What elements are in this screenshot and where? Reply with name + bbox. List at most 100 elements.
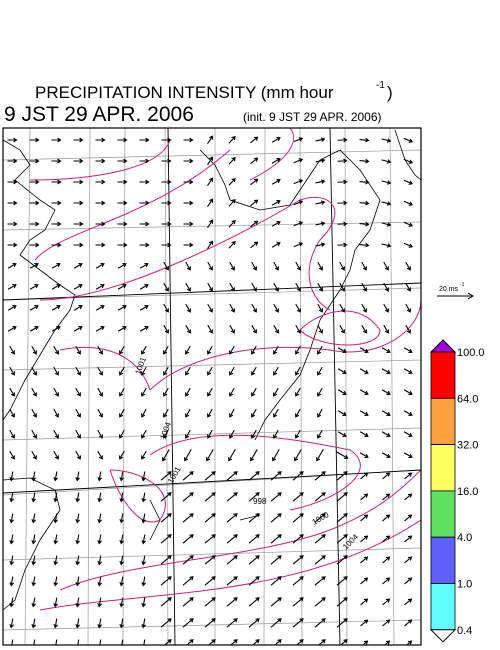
wind-arrow [382,598,391,606]
wind-arrow [51,242,62,248]
wind-arrow [405,261,411,271]
wind-arrow [228,219,236,228]
wind-scale-sup: -1 [460,282,465,288]
wind-arrow [270,555,282,565]
wind-arrow [226,597,238,607]
wind-arrow [337,158,348,164]
wind-arrow [382,472,391,480]
wind-arrow [315,137,326,142]
wind-arrow [207,198,214,208]
wind-arrow [229,429,235,439]
wind-arrow [361,282,367,292]
wind-arrow [75,471,80,482]
wind-arrow [251,261,257,271]
wind-arrow [337,347,347,353]
wind-arrow [293,137,304,143]
wind-arrow [160,492,172,502]
wind-arrow [251,387,257,397]
wind-arrow [117,284,127,290]
wind-arrow [204,555,216,565]
wind-arrow [381,389,391,395]
wind-arrow [117,326,127,332]
wind-arrow [337,389,347,395]
wind-arrow [360,535,369,543]
wind-arrow [75,387,81,397]
wind-arrow [97,534,102,545]
colorbar-segment [430,536,456,584]
wind-arrow [160,534,172,544]
wind-arrow [139,158,150,164]
wind-arrow [117,305,127,311]
colorbar-label: 4.0 [457,532,472,544]
wind-arrow [75,597,80,608]
wind-arrow [359,452,369,458]
wind-arrow [207,366,213,376]
wind-arrow [119,387,125,397]
wind-arrow [336,618,348,628]
wind-arrow [31,429,37,439]
wind-arrow [9,534,14,545]
wind-arrow [53,387,59,397]
wind-arrow [204,471,216,481]
wind-arrow [97,387,103,397]
wind-arrow [339,639,348,645]
wind-arrow [185,282,191,292]
wind-arrow [97,450,103,460]
wind-arrow [248,618,260,628]
wind-arrow [360,493,369,501]
wind-arrow [139,221,150,227]
wind-arrow [404,619,413,627]
wind-arrow [403,179,414,185]
colorbar-label: 32.0 [457,440,478,452]
wind-arrow [185,639,194,645]
wind-arrow [317,303,323,313]
wind-arrow [185,366,191,376]
wind-arrow [336,597,348,607]
wind-arrow [139,284,149,290]
wind-arrow [9,492,14,503]
wind-arrow [97,492,102,503]
title-end: ) [387,83,393,102]
wind-arrow [381,201,392,206]
wind-arrow [29,263,39,269]
wind-arrow [182,492,194,502]
wind-arrow [317,639,326,645]
wind-arrow [314,513,326,523]
wind-arrow [229,639,238,645]
colorbar-segment [430,351,456,399]
wind-arrow [271,242,281,248]
wind-arrow [183,137,194,143]
wind-arrow [7,242,18,248]
wind-arrow [226,513,238,523]
wind-arrow [139,179,150,185]
wind-arrow [119,408,125,418]
wind-arrow [141,429,147,439]
wind-arrow [51,263,61,269]
wind-arrow [119,534,124,545]
wind-arrow [317,366,323,376]
wind-arrow [183,242,194,248]
wind-arrow [53,492,58,503]
wind-arrow [185,387,191,397]
wind-arrow [32,639,36,645]
colorbar-label: 16.0 [457,486,478,498]
wind-arrow [403,452,413,458]
wind-arrow [7,326,17,332]
wind-arrow [9,345,15,355]
wind-arrow [29,137,40,143]
wind-arrow [53,513,58,524]
wind-arrow [271,200,281,206]
wind-arrow [139,326,149,332]
init-time: (init. 9 JST 29 APR. 2006) [243,110,382,124]
wind-arrow [404,472,413,480]
wind-arrow [250,157,259,165]
colorbar-segment [430,490,456,538]
wind-arrow [359,347,369,353]
wind-arrow [226,534,238,544]
wind-arrow [361,303,367,313]
contour-label: 998 [253,497,267,506]
wind-arrow [207,345,213,355]
wind-arrow [273,387,279,397]
wind-arrow [293,158,304,164]
